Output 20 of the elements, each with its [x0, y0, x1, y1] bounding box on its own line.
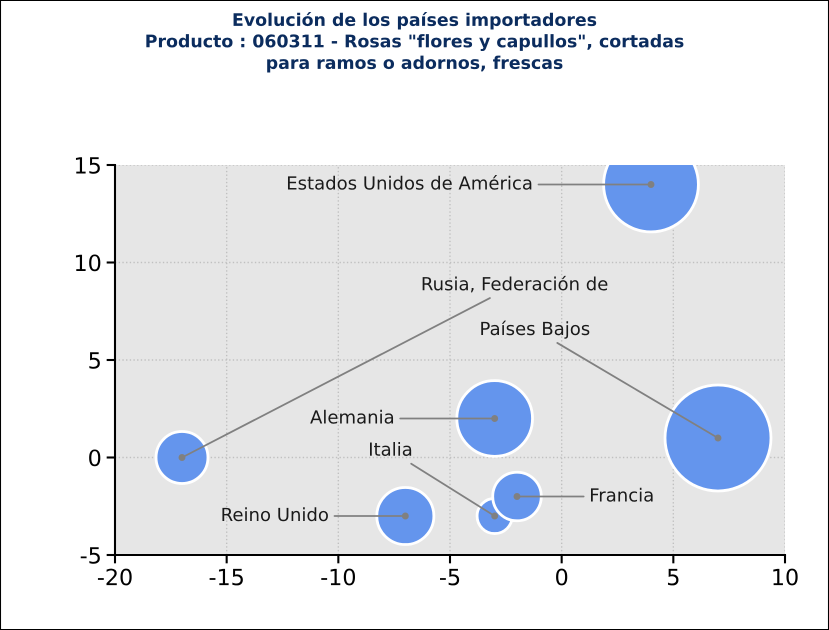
x-tick-label: 10 — [773, 568, 798, 586]
x-tick-label: -15 — [210, 568, 243, 586]
y-tick-label: -5 — [80, 547, 100, 564]
annotation: Italia — [370, 442, 412, 456]
x-tick-label: -5 — [440, 568, 460, 586]
annotation: Estados Unidos de América — [288, 175, 532, 190]
annotation: Alemania — [310, 410, 394, 424]
x-tick-label: -10 — [321, 568, 356, 586]
annotation: Rusia, Federación de — [422, 276, 608, 292]
annotation: Países Bajos — [481, 320, 590, 339]
annotation: Reino Unido — [222, 507, 328, 522]
chart-title: Evolución de los países importadores Producto : 060311 - Rosas "flores y capullos", cortadas para ramos o adornos, frescas — [146, 12, 684, 72]
y-tick-label: 10 — [76, 254, 100, 272]
annotation: Francia — [590, 488, 653, 502]
x-tick-label: 0 — [556, 568, 568, 586]
x-tick-label: 5 — [668, 568, 678, 586]
y-tick-label: 5 — [89, 352, 100, 369]
y-tick-label: 0 — [89, 449, 100, 466]
y-tick-label: 15 — [76, 157, 100, 174]
x-tick-label: -20 — [98, 568, 132, 586]
